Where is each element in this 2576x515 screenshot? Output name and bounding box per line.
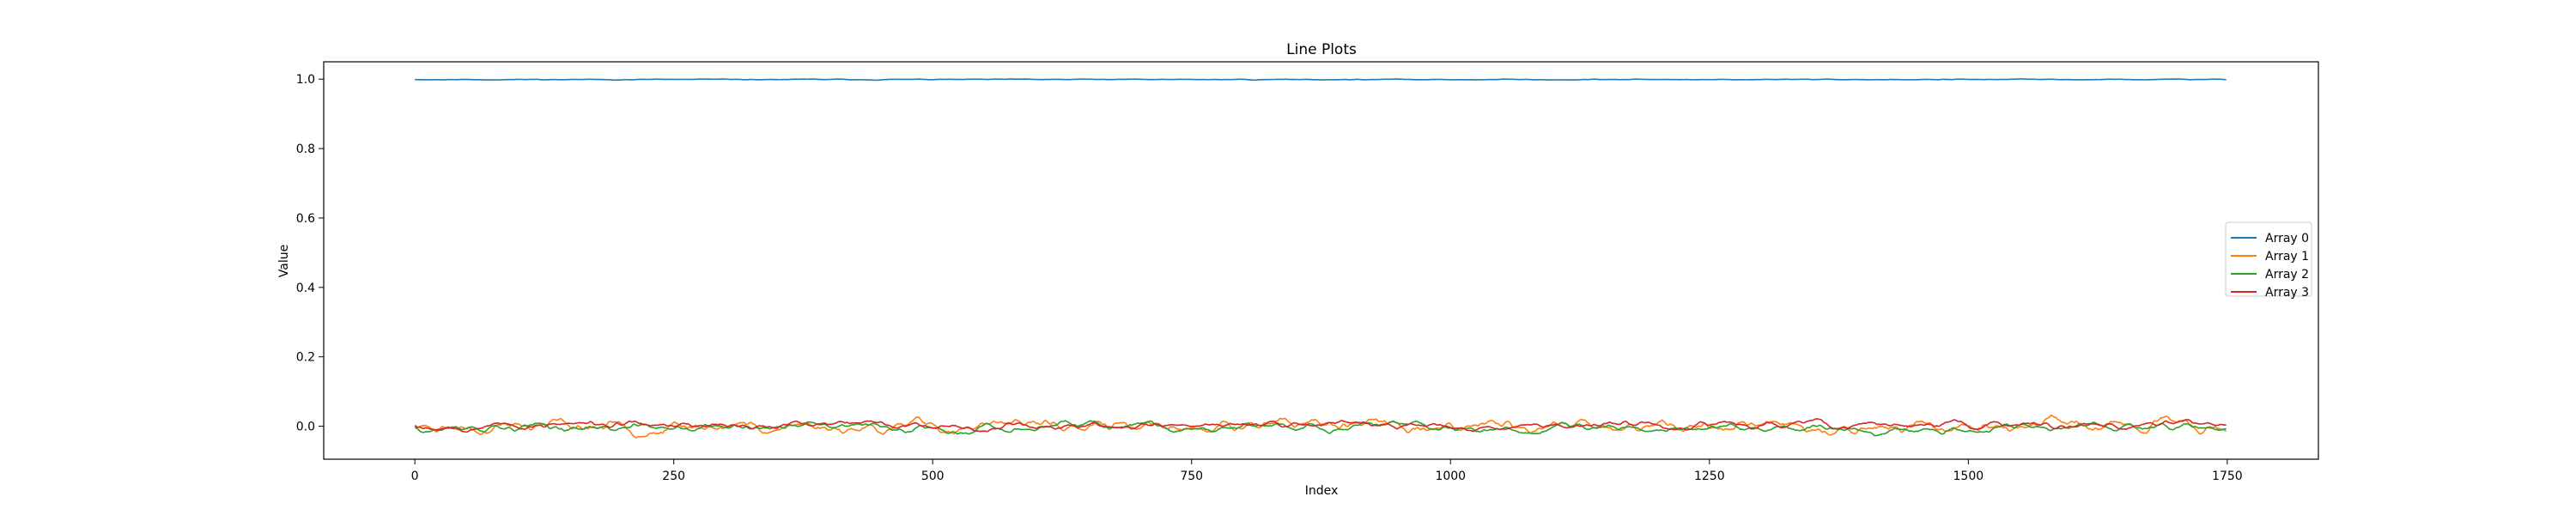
x-tick-label: 250: [662, 470, 685, 483]
series-line-2: [415, 420, 2227, 437]
legend-box: [2225, 221, 2312, 297]
y-tick-label: 0.2: [296, 351, 315, 365]
plot-frame: [323, 61, 2319, 460]
legend-label: Array 0: [2265, 232, 2309, 245]
y-axis-ticks: 0.0 0.2 0.4 0.6 0.8 1.0: [296, 73, 324, 434]
y-axis-title: Value: [277, 245, 291, 277]
x-tick-label: 1000: [1435, 470, 1466, 483]
x-tick-label: 1750: [2212, 470, 2243, 483]
legend-label: Array 2: [2265, 268, 2309, 282]
chart-title: Line Plots: [1286, 41, 1357, 58]
y-tick-label: 0.6: [296, 212, 315, 226]
plot-background: [324, 62, 2318, 459]
series-line-3: [414, 417, 2227, 433]
legend-label: Array 3: [2265, 286, 2309, 300]
y-tick-label: 0.8: [296, 142, 315, 156]
x-tick-label: 0: [411, 470, 419, 483]
y-tick-label: 1.0: [296, 73, 315, 87]
y-tick-label: 0.0: [296, 421, 315, 434]
x-axis-ticks: 0 250 500 750 1000 1250 1500 1750: [411, 459, 2243, 483]
legend: Array 0 Array 1 Array 2 Array 3: [2225, 221, 2312, 300]
x-tick-label: 1500: [1953, 470, 1984, 483]
y-tick-label: 0.4: [296, 282, 315, 295]
plot-area: [323, 61, 2319, 460]
x-tick-label: 750: [1180, 470, 1203, 483]
series-line-0: [415, 78, 2227, 82]
x-tick-label: 500: [921, 470, 945, 483]
series-line-1: [414, 414, 2227, 439]
x-axis-title: Index: [1305, 484, 1339, 498]
legend-label: Array 1: [2265, 250, 2309, 264]
series-layer: [414, 78, 2227, 439]
x-tick-label: 1250: [1694, 470, 1725, 483]
